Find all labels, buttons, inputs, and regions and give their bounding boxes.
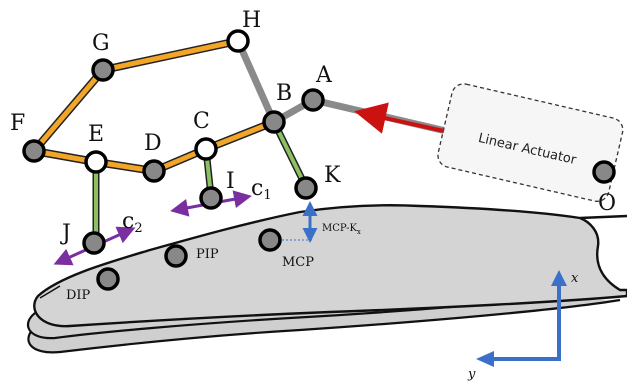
hand-joint-mcp-marker — [258, 228, 282, 252]
label-c1-base: c — [251, 176, 263, 201]
joint-J — [82, 231, 106, 255]
joint-A — [301, 88, 325, 112]
link-H-B — [234, 37, 278, 126]
coordinate-axes: x y — [467, 270, 579, 381]
label-D: D — [144, 131, 162, 156]
joints — [22, 29, 616, 291]
label-G: G — [92, 31, 110, 56]
label-K: K — [324, 163, 341, 188]
link-F-G — [31, 67, 106, 154]
joint-B — [262, 110, 286, 134]
label-c1-sub: 1 — [263, 188, 271, 203]
label-O: O — [598, 191, 616, 216]
label-mcp-kx-sub: x — [357, 228, 361, 236]
label-J: J — [60, 221, 71, 246]
actuation-arrow — [354, 102, 445, 134]
label-F: F — [10, 111, 25, 136]
y-axis-label: y — [467, 367, 476, 381]
joint-F — [22, 139, 46, 163]
label-A: A — [315, 63, 333, 88]
joint-C — [194, 137, 218, 161]
joint-O — [592, 160, 616, 184]
link-B-K — [272, 120, 308, 189]
linear-actuator: Linear Actuator — [437, 83, 624, 202]
label-c2-sub: 2 — [134, 221, 142, 236]
link-G-H — [100, 38, 241, 73]
label-C: C — [193, 109, 210, 134]
label-H: H — [242, 8, 261, 33]
joint-K — [294, 176, 318, 200]
label-mcp-kx: MCP-Kx — [322, 223, 361, 236]
joint-I — [199, 186, 223, 210]
label-mcp: MCP — [282, 255, 314, 270]
label-c1: c1 — [251, 176, 272, 203]
label-dip: DIP — [66, 288, 91, 303]
x-axis-label: x — [571, 271, 579, 286]
label-I: I — [226, 169, 235, 194]
hand-main-finger — [33, 204, 627, 328]
joint-labels: H G F E D C B A I K J O c1 c2 PIP MCP DI… — [10, 8, 616, 303]
label-c2: c2 — [122, 209, 143, 236]
label-E: E — [88, 122, 104, 147]
hand-joint-dip-marker — [96, 267, 120, 291]
label-B: B — [276, 81, 292, 106]
joint-D — [142, 159, 166, 183]
joint-G — [91, 58, 115, 82]
nail-edge — [39, 285, 61, 299]
hand — [27, 204, 627, 354]
joint-E — [84, 150, 108, 174]
label-mcp-kx-base: MCP-K — [322, 223, 357, 234]
link-C-B — [203, 119, 277, 152]
hand-joint-pip-marker — [164, 244, 188, 268]
label-c2-base: c — [122, 209, 134, 234]
label-pip: PIP — [196, 247, 219, 262]
joint-H — [226, 29, 250, 53]
